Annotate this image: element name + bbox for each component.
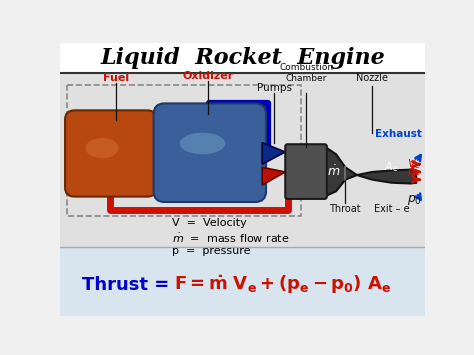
Bar (66, 85, 301, 216)
Bar (61, 73, 425, 247)
Text: $\mathbf{F = \dot{m}\ V_e + (p_e - p_0)\ A_e}$: $\mathbf{F = \dot{m}\ V_e + (p_e - p_0)\… (174, 274, 392, 296)
Text: $\dot{m}$  =  mass flow rate: $\dot{m}$ = mass flow rate (172, 232, 290, 245)
Polygon shape (262, 143, 285, 164)
Text: Exit – e: Exit – e (374, 204, 410, 214)
Text: Fuel: Fuel (103, 73, 129, 83)
Text: p  =  pressure: p = pressure (172, 246, 251, 256)
Text: Oxidizer: Oxidizer (182, 71, 234, 81)
Text: $p_e$: $p_e$ (407, 166, 421, 178)
Text: $V_e$: $V_e$ (407, 157, 421, 171)
Polygon shape (325, 147, 416, 197)
Text: $\dot{m}$: $\dot{m}$ (327, 165, 340, 179)
Polygon shape (262, 167, 285, 185)
Text: Exhaust: Exhaust (375, 129, 422, 139)
Text: Liquid  Rocket  Engine: Liquid Rocket Engine (100, 47, 385, 69)
Text: $p_0$: $p_0$ (407, 193, 422, 207)
FancyBboxPatch shape (154, 103, 266, 202)
Text: V  =  Velocity: V = Velocity (172, 218, 247, 228)
Ellipse shape (180, 133, 225, 154)
FancyBboxPatch shape (65, 110, 157, 197)
FancyBboxPatch shape (285, 144, 327, 199)
Text: Thrust =: Thrust = (82, 276, 175, 294)
Bar (61, 247, 425, 316)
Text: Combustion
Chamber: Combustion Chamber (279, 62, 333, 83)
Text: Throat: Throat (329, 204, 361, 214)
Text: $A_e$: $A_e$ (384, 160, 399, 174)
Ellipse shape (86, 138, 118, 158)
Bar (61, 43, 425, 73)
Text: Nozzle: Nozzle (356, 73, 388, 83)
Text: Pumps: Pumps (257, 83, 292, 93)
